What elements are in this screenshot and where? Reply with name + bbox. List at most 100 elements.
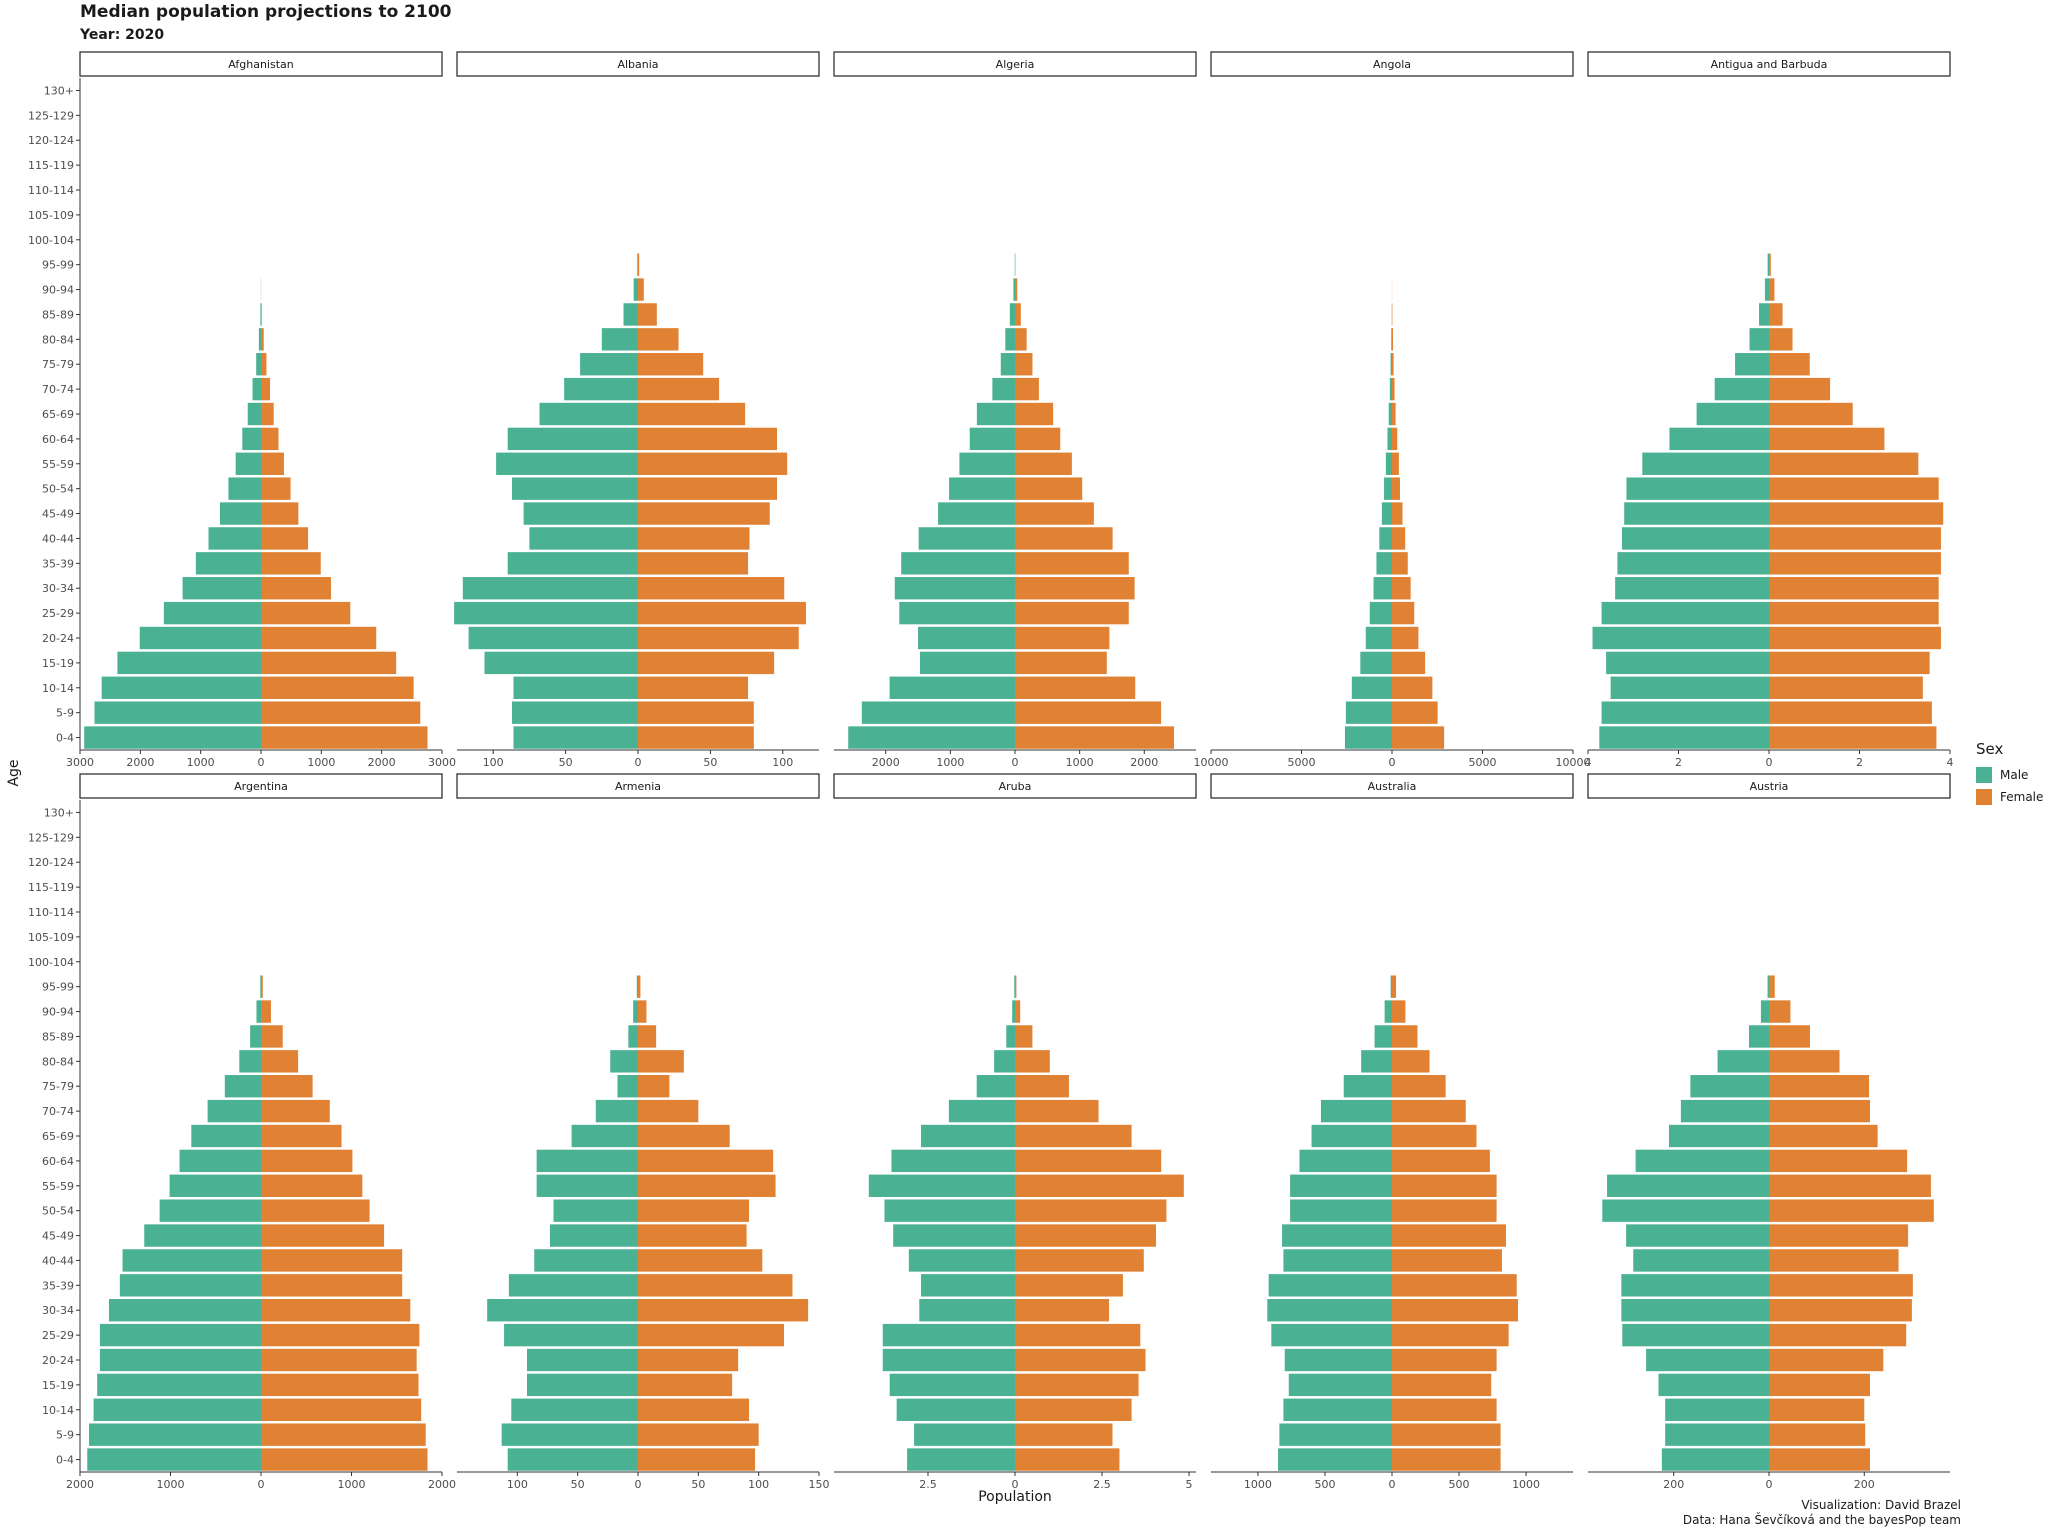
- bar-female: [1015, 1099, 1099, 1123]
- bar-male: [636, 975, 638, 998]
- bar-female: [1769, 303, 1783, 326]
- bar-male: [1320, 1099, 1392, 1123]
- bar-female: [1769, 402, 1853, 426]
- bar-male: [1290, 1174, 1392, 1197]
- bar-male: [571, 1124, 638, 1148]
- bar-male: [1607, 1174, 1769, 1197]
- facet-strip-label: Angola: [1373, 58, 1411, 71]
- bar-male: [891, 1149, 1015, 1173]
- bar-female: [1392, 1199, 1497, 1222]
- x-tick-label: 2000: [126, 756, 154, 769]
- bar-female: [1769, 1099, 1870, 1123]
- bar-female: [261, 1299, 411, 1322]
- bar-female: [1769, 477, 1939, 500]
- x-tick-label: 10000: [1194, 756, 1229, 769]
- bar-male: [1602, 1199, 1769, 1222]
- x-tick-label: 100: [772, 756, 793, 769]
- bar-male: [1009, 303, 1015, 326]
- bar-female: [1392, 1299, 1519, 1322]
- y-tick-label: 125-129: [28, 109, 74, 122]
- bar-male: [1717, 1050, 1769, 1073]
- bar-female: [638, 626, 799, 650]
- bar-male: [1390, 353, 1392, 376]
- bar-female: [1769, 328, 1793, 351]
- bar-female: [1015, 651, 1107, 675]
- bar-male: [144, 1224, 261, 1247]
- bar-female: [638, 577, 785, 600]
- bar-male: [914, 1423, 1015, 1446]
- bar-male: [1343, 1075, 1392, 1098]
- bar-male: [507, 1448, 638, 1471]
- bar-male: [921, 1124, 1015, 1148]
- bar-female: [1392, 1423, 1501, 1446]
- y-tick-label: 110-114: [28, 906, 74, 919]
- bar-female: [1392, 1274, 1517, 1297]
- facet-strip-label: Armenia: [615, 780, 661, 793]
- bar-female: [1769, 1199, 1934, 1222]
- bar-male: [163, 601, 261, 625]
- x-tick-label: 2000: [872, 756, 900, 769]
- bar-female: [638, 651, 775, 675]
- bar-male: [884, 1199, 1015, 1222]
- x-tick-label: 5: [1186, 1478, 1193, 1491]
- y-tick-label: 25-29: [42, 1329, 74, 1342]
- bar-male: [1735, 353, 1769, 376]
- x-tick-label: 10000: [1556, 756, 1591, 769]
- bar-female: [261, 328, 264, 351]
- bar-female: [1015, 1075, 1069, 1098]
- y-tick-label: 80-84: [42, 1055, 74, 1068]
- bar-female: [261, 552, 321, 575]
- bar-male: [1014, 975, 1015, 998]
- facet-strip: [1587, 773, 1951, 799]
- bar-male: [513, 676, 638, 699]
- bar-female: [1015, 975, 1017, 998]
- x-tick-label: 2.5: [919, 1478, 937, 1491]
- x-tick-label: 0: [1389, 1478, 1396, 1491]
- bar-male: [1344, 726, 1392, 749]
- y-tick-label: 80-84: [42, 333, 74, 346]
- x-tick-label: 0: [258, 1478, 265, 1491]
- bar-female: [1392, 502, 1403, 525]
- bar-male: [117, 651, 261, 675]
- bar-female: [1392, 1398, 1497, 1421]
- bar-female: [1015, 1299, 1109, 1322]
- bar-female: [1769, 1025, 1810, 1048]
- bar-male: [260, 303, 261, 326]
- bar-male: [1284, 1348, 1392, 1372]
- bar-male: [1282, 1224, 1392, 1247]
- bar-male: [191, 1124, 261, 1148]
- y-tick-label: 15-19: [42, 1379, 74, 1392]
- y-tick-label: 130+: [44, 84, 74, 97]
- bar-female: [1392, 1124, 1477, 1148]
- bar-male: [1369, 601, 1392, 625]
- bar-male: [1000, 353, 1015, 376]
- bar-female: [261, 452, 284, 475]
- bar-female: [1015, 1398, 1132, 1421]
- bar-male: [501, 1423, 638, 1446]
- x-tick-label: 50: [571, 1478, 585, 1491]
- x-tick-label: 1000: [1244, 1478, 1272, 1491]
- bar-female: [638, 427, 778, 451]
- y-tick-label: 125-129: [28, 831, 74, 844]
- bar-male: [219, 502, 261, 525]
- x-tick-label: 3000: [428, 756, 456, 769]
- x-tick-label: 1000: [307, 756, 335, 769]
- bar-female: [1769, 552, 1941, 575]
- bar-female: [261, 1124, 342, 1148]
- bar-male: [1624, 502, 1769, 525]
- bar-female: [1015, 626, 1110, 650]
- bar-female: [261, 626, 377, 650]
- y-tick-label: 75-79: [42, 358, 74, 371]
- bar-female: [1015, 303, 1021, 326]
- y-tick-label: 10-14: [42, 682, 74, 695]
- bar-female: [1015, 1323, 1141, 1347]
- y-tick-label: 115-119: [28, 881, 74, 894]
- bar-female: [1392, 651, 1426, 675]
- bar-male: [119, 1274, 261, 1297]
- bar-female: [1392, 1000, 1406, 1023]
- legend-label-male: Male: [2000, 768, 2029, 782]
- bar-female: [1769, 726, 1937, 749]
- bar-male: [1299, 1149, 1392, 1173]
- bar-male: [1633, 1249, 1769, 1272]
